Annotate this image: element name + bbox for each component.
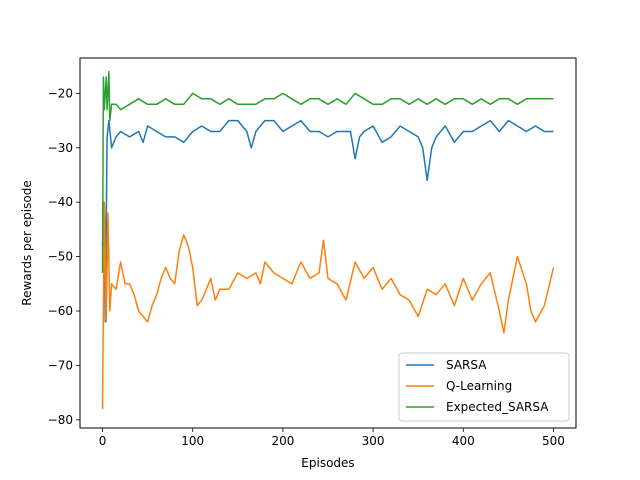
legend: SARSA Q-Learning Expected_SARSA xyxy=(398,352,570,422)
y-tick-label: −60 xyxy=(48,304,73,318)
legend-label-2: Q-Learning xyxy=(446,379,512,393)
x-tick-label: 100 xyxy=(181,434,204,448)
x-axis-label: Episodes xyxy=(301,456,354,470)
legend-box xyxy=(398,352,570,422)
legend-label-1: SARSA xyxy=(446,358,487,372)
series-line-3 xyxy=(101,70,554,273)
y-tick-label: −30 xyxy=(48,141,73,155)
y-axis-label: Rewards per episode xyxy=(20,180,34,305)
y-tick-label: −80 xyxy=(48,413,73,427)
plot-frame xyxy=(79,57,577,429)
x-tick-label: 300 xyxy=(362,434,385,448)
x-tick-label: 500 xyxy=(542,434,565,448)
series-layer xyxy=(101,70,555,410)
y-tick-label: −20 xyxy=(48,86,73,100)
y-tick-label: −70 xyxy=(48,358,73,372)
series-line-1 xyxy=(101,119,554,323)
series-line-2 xyxy=(101,201,555,410)
x-tick-label: 0 xyxy=(99,434,107,448)
x-axis: 0 100 200 300 400 500 xyxy=(99,428,565,448)
x-tick-label: 400 xyxy=(452,434,475,448)
y-axis: −80 −70 −60 −50 −40 −30 −20 xyxy=(48,86,80,427)
y-tick-label: −50 xyxy=(48,250,73,264)
y-tick-label: −40 xyxy=(48,195,73,209)
x-tick-label: 200 xyxy=(271,434,294,448)
legend-label-3: Expected_SARSA xyxy=(446,400,549,414)
